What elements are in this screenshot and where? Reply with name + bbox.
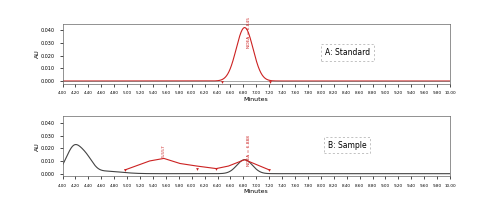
Y-axis label: AU: AU: [34, 49, 40, 58]
Text: NDEA = 6.888: NDEA = 6.888: [247, 135, 251, 166]
X-axis label: Minutes: Minutes: [244, 189, 268, 194]
X-axis label: Minutes: Minutes: [244, 97, 268, 102]
Text: NDEA = 6.845: NDEA = 6.845: [247, 17, 251, 48]
Text: 5.557: 5.557: [162, 144, 166, 157]
Text: A: Standard: A: Standard: [325, 48, 370, 57]
Text: B: Sample: B: Sample: [328, 141, 366, 150]
Y-axis label: AU: AU: [34, 142, 40, 151]
